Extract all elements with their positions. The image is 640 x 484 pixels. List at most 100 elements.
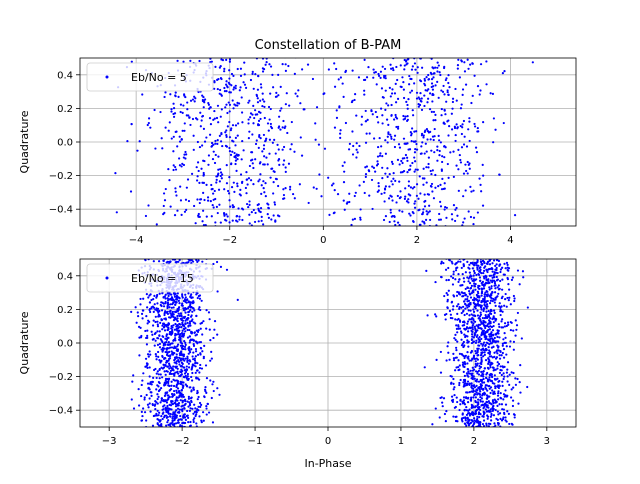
scatter-point <box>264 195 267 198</box>
scatter-point <box>462 277 465 280</box>
scatter-point <box>486 417 489 420</box>
scatter-point <box>168 389 171 392</box>
scatter-point <box>434 119 437 122</box>
scatter-point <box>472 356 475 359</box>
scatter-point <box>178 140 182 143</box>
scatter-point <box>489 386 493 389</box>
scatter-point <box>423 222 426 225</box>
scatter-point <box>174 190 177 193</box>
y-ticks-top: −0.4−0.20.00.20.4 <box>49 70 80 216</box>
scatter-point <box>259 161 262 164</box>
scatter-point <box>470 284 473 287</box>
scatter-point <box>505 420 508 423</box>
scatter-point <box>501 344 504 347</box>
scatter-point <box>441 90 445 93</box>
scatter-point <box>438 416 441 419</box>
scatter-point <box>480 272 483 275</box>
scatter-point <box>381 65 384 68</box>
scatter-point <box>462 305 465 308</box>
scatter-point <box>476 417 479 421</box>
scatter-point <box>412 212 415 215</box>
scatter-point <box>497 398 500 401</box>
scatter-point <box>459 378 462 382</box>
scatter-point <box>450 112 453 115</box>
scatter-point <box>455 324 458 327</box>
scatter-point <box>195 314 198 318</box>
scatter-point <box>284 187 287 190</box>
scatter-point <box>230 186 234 189</box>
scatter-point <box>472 354 476 357</box>
scatter-point <box>486 338 490 341</box>
scatter-point <box>462 221 465 224</box>
scatter-point <box>234 159 237 162</box>
scatter-point <box>170 384 173 387</box>
scatter-point <box>199 322 202 325</box>
scatter-point <box>372 76 375 79</box>
scatter-point <box>488 395 491 398</box>
scatter-point <box>468 271 471 274</box>
scatter-point <box>410 127 414 130</box>
scatter-point <box>146 403 150 406</box>
scatter-point <box>192 339 195 342</box>
scatter-point <box>144 357 148 360</box>
scatter-point <box>167 411 170 414</box>
scatter-point <box>481 403 484 406</box>
scatter-point <box>209 106 212 109</box>
scatter-point <box>236 185 239 188</box>
scatter-point <box>137 388 140 391</box>
scatter-point <box>469 412 472 416</box>
scatter-point <box>246 183 249 186</box>
scatter-point <box>509 320 512 324</box>
scatter-point <box>192 387 195 390</box>
scatter-point <box>492 324 495 328</box>
scatter-point <box>488 286 491 289</box>
scatter-point <box>146 306 149 309</box>
scatter-point <box>443 109 446 112</box>
scatter-point <box>456 127 459 130</box>
scatter-point <box>132 374 135 377</box>
scatter-point <box>245 171 248 174</box>
scatter-point <box>174 130 177 134</box>
scatter-point <box>210 215 213 218</box>
scatter-point <box>147 355 150 358</box>
scatter-point <box>387 131 390 134</box>
scatter-point <box>218 180 221 183</box>
scatter-point <box>180 353 183 356</box>
scatter-point <box>396 221 400 224</box>
scatter-point <box>261 150 264 153</box>
scatter-point <box>431 169 434 172</box>
scatter-point <box>386 135 389 138</box>
scatter-point <box>473 421 476 424</box>
scatter-point <box>488 328 492 331</box>
scatter-point <box>446 89 449 92</box>
scatter-point <box>200 419 203 422</box>
scatter-point <box>256 97 259 100</box>
scatter-point <box>457 189 460 192</box>
scatter-point <box>468 117 471 120</box>
scatter-point <box>413 160 417 163</box>
scatter-point <box>145 393 148 397</box>
scatter-point <box>131 380 134 383</box>
scatter-point <box>173 328 177 331</box>
scatter-point <box>391 183 394 186</box>
scatter-point <box>186 108 189 111</box>
scatter-point <box>201 350 204 353</box>
scatter-point <box>438 71 441 74</box>
scatter-point <box>183 153 186 156</box>
scatter-point <box>150 330 153 333</box>
scatter-point <box>198 341 201 344</box>
scatter-point <box>464 416 467 419</box>
scatter-point <box>251 113 254 116</box>
scatter-point <box>254 211 257 215</box>
scatter-point <box>420 100 423 103</box>
scatter-point <box>167 419 170 422</box>
scatter-point <box>189 407 192 410</box>
scatter-point <box>166 380 170 383</box>
scatter-point <box>255 139 258 142</box>
scatter-point <box>502 372 505 375</box>
scatter-point <box>164 406 167 409</box>
scatter-point <box>209 339 212 342</box>
scatter-point <box>376 115 379 119</box>
scatter-point <box>233 155 236 159</box>
scatter-point <box>177 343 180 346</box>
